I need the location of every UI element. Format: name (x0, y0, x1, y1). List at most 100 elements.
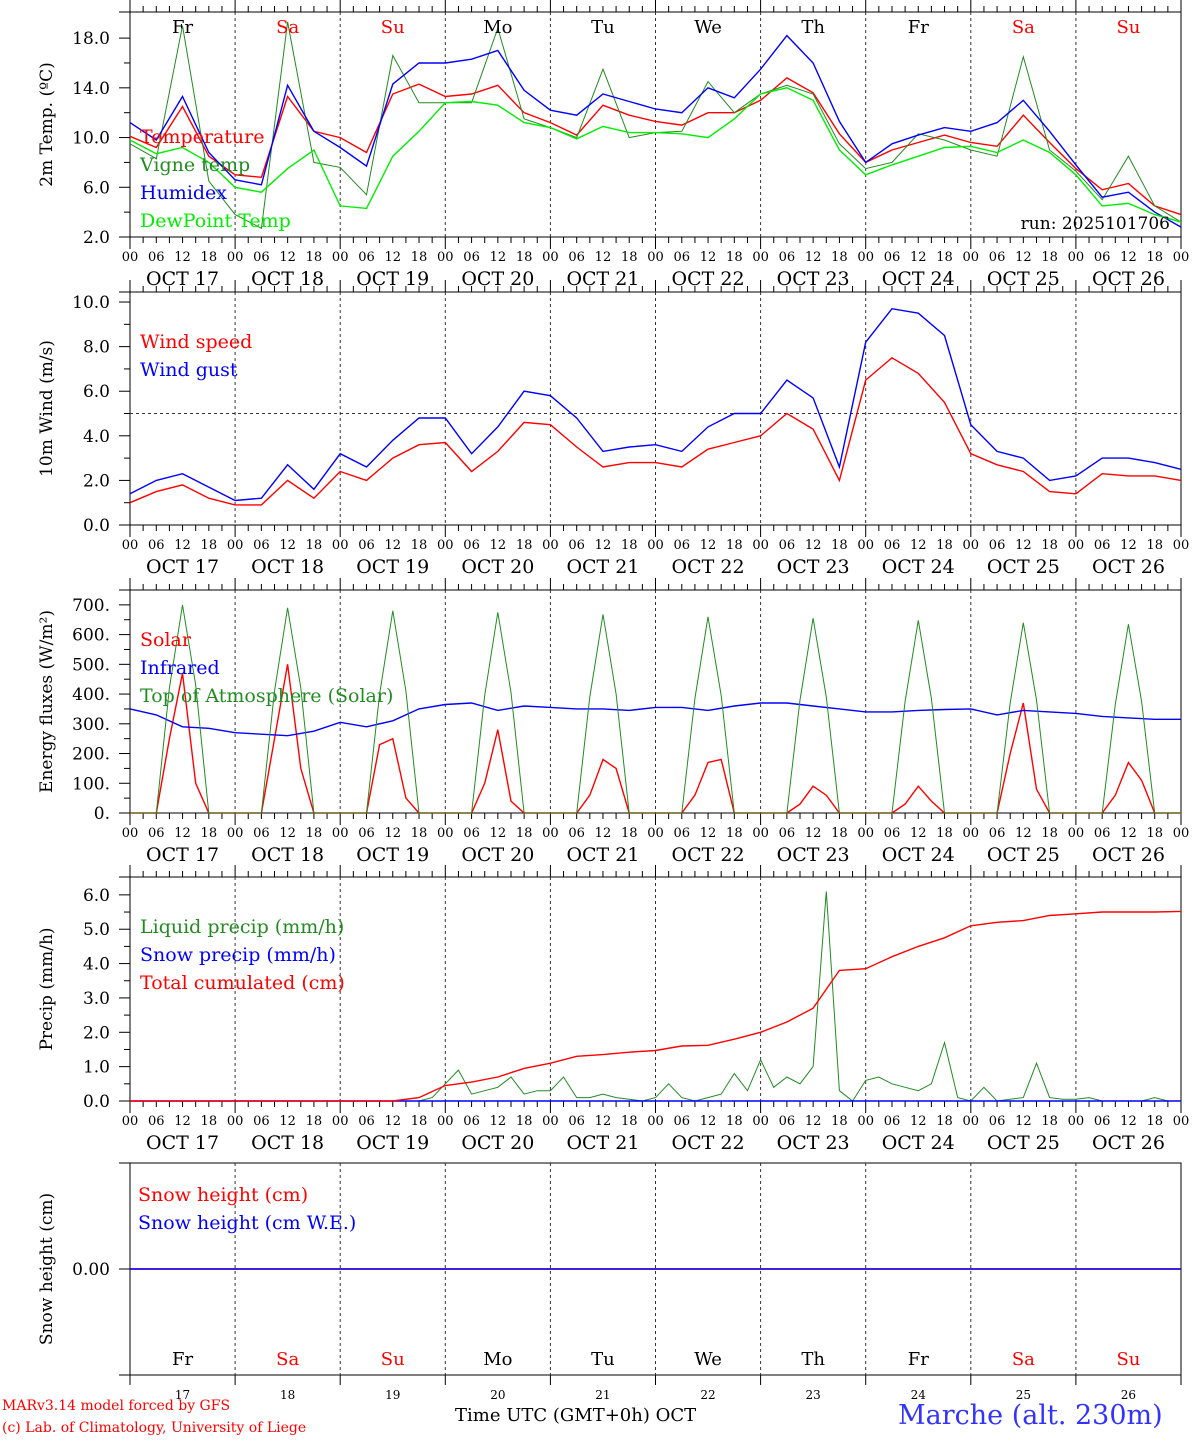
legend-entry: Solar (140, 629, 192, 651)
day-name: Th (801, 17, 825, 38)
model-credit: MARv3.14 model forced by GFS (2, 1398, 231, 1414)
hour-label: 06 (779, 250, 796, 265)
panel-4 (119, 865, 1182, 1113)
hour-label: 12 (490, 538, 507, 553)
hour-label: 18 (516, 826, 533, 841)
series-line-top-of-atmosphere-solar- (130, 604, 1181, 814)
run-label: run: 2025101706 (1021, 214, 1170, 234)
hour-label: 12 (1015, 1114, 1032, 1129)
hour-label: 18 (1146, 538, 1163, 553)
day-number: 20 (490, 1388, 505, 1402)
hour-label: 18 (1041, 250, 1058, 265)
y-tick-label: 0.0 (83, 1092, 110, 1112)
hour-label: 00 (122, 538, 139, 553)
y-axis-label: Energy fluxes (W/m²) (37, 610, 57, 793)
hour-label: 06 (989, 250, 1006, 265)
y-tick-label: 0. (94, 804, 110, 824)
date-label: OCT 19 (356, 844, 429, 866)
y-tick-label: 10.0 (72, 129, 110, 149)
hour-label: 12 (384, 250, 401, 265)
legend-entry: Wind speed (140, 331, 252, 353)
legend-entry: Top of Atmosphere (Solar) (140, 685, 393, 707)
hour-label: 06 (1094, 826, 1111, 841)
hour-label: 12 (700, 250, 717, 265)
legend-entry: Infrared (140, 657, 220, 679)
day-name: Su (1116, 1349, 1140, 1370)
hour-label: 18 (306, 1114, 323, 1129)
hour-label: 00 (647, 1114, 664, 1129)
hour-label: 06 (1094, 538, 1111, 553)
date-label: OCT 24 (882, 844, 955, 866)
hour-label: 18 (411, 250, 428, 265)
hour-label: 00 (542, 826, 559, 841)
legend-entry: Wind gust (140, 359, 238, 381)
hour-label: 12 (805, 250, 822, 265)
day-name: Sa (1012, 17, 1035, 38)
hour-label: 06 (568, 1114, 585, 1129)
date-label: OCT 23 (777, 556, 850, 578)
date-label: OCT 23 (777, 1132, 850, 1154)
hour-label: 06 (884, 1114, 901, 1129)
hour-label: 00 (542, 250, 559, 265)
date-label: OCT 18 (251, 268, 324, 290)
hour-label: 00 (227, 538, 244, 553)
hour-label: 18 (1146, 250, 1163, 265)
panel-1 (119, 0, 1182, 249)
hour-label: 18 (936, 538, 953, 553)
legend-entry: Snow precip (mm/h) (140, 944, 336, 966)
y-tick-label: 2.0 (83, 1023, 110, 1043)
hour-label: 18 (621, 1114, 638, 1129)
hour-label: 00 (542, 538, 559, 553)
hour-label: 06 (989, 1114, 1006, 1129)
hour-label: 12 (700, 538, 717, 553)
date-label: OCT 23 (777, 844, 850, 866)
hour-label: 00 (963, 250, 980, 265)
y-tick-label: 6.0 (83, 382, 110, 402)
date-label: OCT 20 (461, 844, 534, 866)
day-name: We (694, 17, 722, 38)
hour-label: 18 (201, 250, 218, 265)
hour-label: 18 (201, 538, 218, 553)
date-label: OCT 26 (1092, 556, 1165, 578)
hour-label: 12 (1120, 1114, 1137, 1129)
hour-label: 06 (148, 1114, 165, 1129)
y-tick-label: 400. (72, 685, 110, 705)
hour-label: 00 (227, 826, 244, 841)
hour-label: 00 (437, 250, 454, 265)
y-tick-label: 300. (72, 715, 110, 735)
day-name: Fr (172, 17, 193, 38)
hour-label: 12 (384, 826, 401, 841)
date-label: OCT 26 (1092, 268, 1165, 290)
hour-label: 12 (1120, 826, 1137, 841)
hour-label: 00 (857, 250, 874, 265)
hour-label: 00 (857, 826, 874, 841)
hour-label: 00 (122, 1114, 139, 1129)
date-label: OCT 21 (566, 844, 639, 866)
hour-label: 06 (779, 1114, 796, 1129)
hour-label: 00 (752, 538, 769, 553)
legend-entry: Total cumulated (cm) (140, 972, 345, 994)
day-number: 19 (385, 1388, 400, 1402)
hour-label: 06 (989, 538, 1006, 553)
date-label: OCT 24 (882, 556, 955, 578)
hour-label: 18 (201, 1114, 218, 1129)
x-axis-label: Time UTC (GMT+0h) OCT (455, 1405, 697, 1426)
hour-label: 06 (358, 1114, 375, 1129)
series-line-dewpoint-temp (129, 87, 1182, 223)
hour-label: 18 (726, 250, 743, 265)
hour-label: 12 (490, 1114, 507, 1129)
date-label: OCT 21 (566, 268, 639, 290)
y-axis-label: Snow height (cm) (37, 1193, 57, 1345)
day-name: Sa (276, 1349, 299, 1370)
hour-label: 00 (857, 1114, 874, 1129)
plot-frame (129, 11, 1182, 238)
hour-label: 18 (1041, 826, 1058, 841)
hour-label: 12 (700, 1114, 717, 1129)
hour-label: 12 (1015, 538, 1032, 553)
hour-label: 18 (1146, 826, 1163, 841)
hour-label: 00 (963, 1114, 980, 1129)
hour-label: 06 (253, 250, 270, 265)
hour-label: 00 (1068, 250, 1085, 265)
y-tick-label: 2.0 (83, 228, 110, 248)
